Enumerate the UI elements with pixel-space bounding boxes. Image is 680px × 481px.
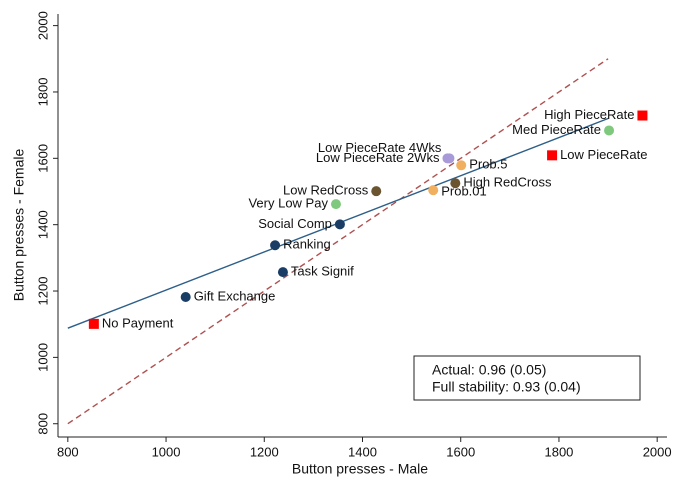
point [88,318,99,329]
point-label: High PieceRate [544,107,634,122]
point [456,160,467,171]
point [277,267,288,278]
y-tick-label: 1800 [35,78,50,107]
x-tick-label: 800 [57,444,79,459]
point-label: Low PieceRate [560,147,647,162]
y-tick-label: 800 [35,413,50,435]
annotation: Full stability: 0.93 (0.04) [432,379,581,395]
y-tick-label: 1600 [35,144,50,173]
point-label: Low RedCross [283,183,369,198]
y-axis-title: Button presses - Female [11,149,27,302]
x-tick-label: 2000 [643,444,672,459]
y-tick-label: 1200 [35,277,50,306]
y-tick-label: 1000 [35,343,50,372]
reference-line [67,58,609,425]
annotation-box [413,355,641,401]
point-label: Prob.5 [469,157,507,172]
x-tick-label: 1400 [348,444,377,459]
point-label: Social Comp [258,216,332,231]
y-tick-label: 1400 [35,210,50,239]
x-tick-label: 1200 [250,444,279,459]
x-tick-label: 1000 [152,444,181,459]
point [330,199,341,210]
point-label: Task Signif [291,264,354,279]
point-label: Gift Exchange [194,288,276,303]
point [428,185,439,196]
x-axis-title: Button presses - Male [292,461,428,477]
point [637,110,648,121]
annotation: Actual: 0.96 (0.05) [432,362,546,378]
x-tick-label: 1600 [446,444,475,459]
point-label: Low PieceRate 2Wks [316,150,440,165]
point-label: Very Low Pay [248,196,328,211]
point [270,240,281,251]
point [547,150,558,161]
x-tick-label: 1800 [544,444,573,459]
point [334,219,345,230]
point-label: Low PieceRate 4Wks [318,140,442,155]
point [442,153,453,164]
point [450,178,461,189]
point [180,291,191,302]
y-tick-label: 2000 [35,11,50,40]
point-label: Ranking [283,237,331,252]
point-label: No Payment [102,315,174,330]
point [371,186,382,197]
point-label: Med PieceRate [512,122,601,137]
point [604,125,615,136]
point-label: High RedCross [463,175,552,190]
